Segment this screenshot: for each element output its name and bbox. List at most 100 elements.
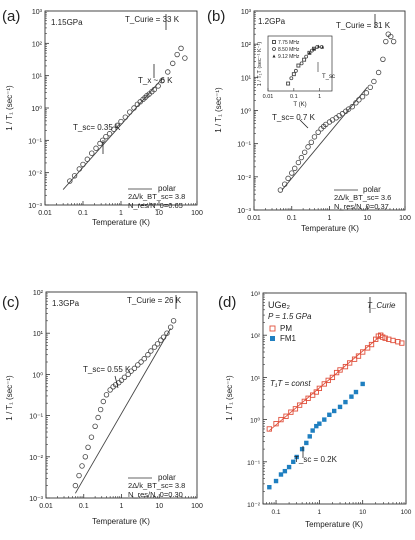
data-point: [301, 149, 308, 155]
data-point: [155, 83, 161, 89]
y-tick-label: 10²: [241, 42, 252, 49]
tsc-arrow-b: [299, 119, 309, 129]
data-point: [151, 344, 158, 350]
axes-frame-a: [44, 10, 198, 206]
data-point: [321, 45, 325, 49]
data-point: [286, 81, 291, 86]
inset-x-label: T (K): [293, 102, 306, 108]
axis-ticks-a: 0.01 0.1 1 10 100 10⁻³ 10⁻² 10⁻¹ 10⁰ 10¹ 10² 10³: [28, 9, 203, 217]
data-point: [79, 463, 85, 469]
data-point: [289, 76, 294, 81]
y-tick-label: 10⁰: [250, 417, 260, 425]
inset-legend-label: 8.50 MHz: [278, 47, 300, 53]
data-point: [342, 363, 349, 370]
tsc-annotation-b: T_sc= 0.7 K: [272, 113, 316, 122]
data-point: [103, 133, 109, 140]
data-point: [349, 104, 355, 110]
data-point: [138, 359, 144, 365]
data-point: [178, 45, 184, 52]
data-point: [299, 446, 305, 452]
y-tick-label: 10⁰: [32, 371, 43, 379]
data-point: [363, 90, 370, 96]
pressure-label-a: 1.15GPa: [51, 18, 83, 27]
data-point: [118, 377, 125, 383]
data-point: [145, 352, 151, 358]
panel-d: (d) 0.1 1 10 100 10⁻² 10⁻¹ 10⁰ 10¹ 10² 10³ UGe₂ P…: [218, 291, 412, 529]
legend-label-c: polar: [158, 473, 176, 482]
y-tick-label: 10⁻²: [247, 502, 261, 509]
y-tick-label: 10³: [251, 291, 261, 298]
data-point: [317, 421, 322, 426]
gap-annotation-b: 2Δ/k_BT_sc= 3.6: [334, 193, 391, 202]
y-tick-label: 10³: [241, 9, 252, 16]
x-tick-label: 10: [359, 509, 367, 516]
data-point: [309, 48, 314, 53]
data-point: [97, 140, 103, 147]
data-point: [298, 154, 305, 161]
inset-tsc-annotation: T_sc: [322, 74, 335, 80]
data-point: [364, 345, 371, 351]
data-point: [151, 86, 157, 93]
legend-label-pm: PM: [280, 324, 292, 333]
data-point: [164, 330, 170, 336]
data-point: [296, 63, 301, 68]
data-point: [311, 134, 318, 140]
data-point: [286, 464, 292, 470]
data-point: [76, 472, 82, 479]
y-tick-label: 10⁻²: [237, 175, 251, 182]
y-axis-label-c: 1 / T₁ (sec⁻¹): [5, 375, 14, 421]
panel-label-d: (d): [218, 294, 236, 311]
data-point: [308, 139, 315, 145]
legend-marker-fm1: [270, 336, 275, 341]
data-point: [353, 389, 359, 395]
data-point: [293, 68, 298, 73]
data-point: [88, 434, 95, 440]
data-point: [106, 131, 113, 137]
data-point: [278, 472, 284, 477]
data-point: [121, 374, 128, 381]
data-point: [285, 175, 291, 182]
data-point: [84, 156, 91, 162]
gap-annotation-a: 2Δ/k_BT_sc= 3.8: [128, 192, 185, 201]
gap-annotation-c: 2Δ/k_BT_sc= 3.8: [128, 481, 185, 490]
inset-x-tick-label: 1: [318, 94, 321, 100]
data-point: [131, 365, 138, 372]
data-point: [167, 324, 174, 330]
data-point: [316, 385, 323, 392]
tsc-arrow-c: [114, 375, 119, 389]
data-point: [295, 159, 302, 166]
data-point: [291, 459, 296, 464]
nres-annotation-a: N_res/N_0=0.65: [128, 201, 183, 210]
y-tick-label: 10⁻²: [29, 455, 43, 462]
y-tick-label: 10¹: [241, 75, 252, 82]
data-point: [89, 150, 95, 156]
data-point: [273, 478, 279, 484]
pressure-label-c: 1.3GPa: [52, 299, 80, 308]
x-tick-label: 10: [155, 210, 163, 217]
data-point: [272, 54, 276, 58]
data-point: [291, 72, 296, 77]
data-point: [305, 144, 311, 150]
data-point: [323, 121, 329, 128]
data-point: [170, 318, 177, 324]
data-point: [122, 114, 129, 120]
data-point: [273, 421, 279, 427]
data-point: [107, 387, 113, 393]
tsc-annotation-d: T_sc = 0.2K: [294, 455, 338, 464]
nres-annotation-b: N_res/N_0=0.37: [334, 202, 389, 211]
data-point: [154, 341, 161, 347]
data-point: [95, 414, 101, 421]
curie-annotation-d: T_Curie: [367, 301, 396, 310]
data-point: [321, 381, 327, 387]
x-tick-label: 100: [191, 503, 203, 510]
axes-frame-d: [262, 292, 407, 505]
data-point: [141, 356, 147, 362]
inset-legend-label: 7.75 MHz: [278, 40, 300, 46]
material-label-d: UGe₂: [268, 300, 291, 310]
y-tick-label: 10⁰: [31, 105, 42, 113]
y-tick-label: 10⁰: [240, 108, 251, 116]
data-points-c: [72, 318, 177, 489]
y-tick-label: 10¹: [33, 331, 44, 338]
y-tick-label: 10⁻²: [28, 171, 42, 178]
